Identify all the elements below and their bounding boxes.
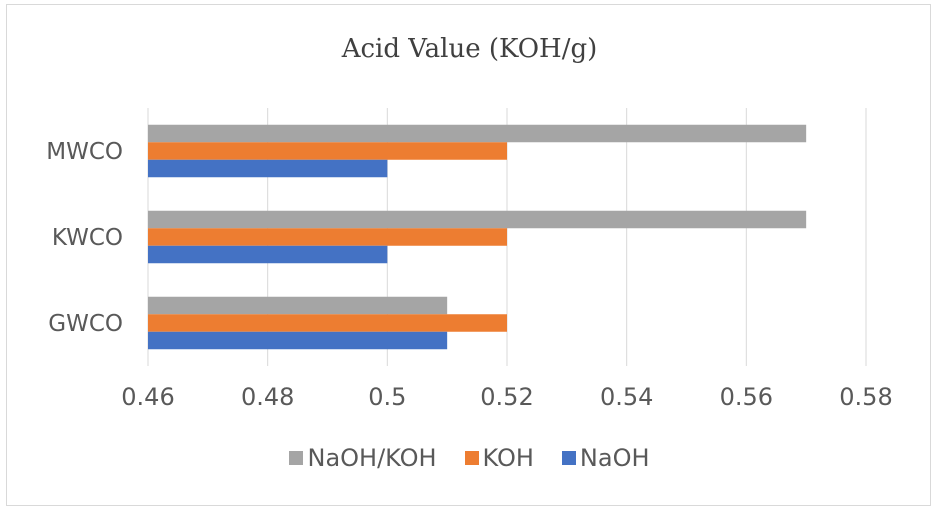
bar-gwco-koh xyxy=(148,314,507,332)
legend-label: NaOH xyxy=(579,444,650,472)
chart-title: Acid Value (KOH/g) xyxy=(341,34,598,64)
legend-item: KOH xyxy=(464,444,534,472)
legend-label: KOH xyxy=(482,444,534,472)
x-tick-label: 0.56 xyxy=(720,383,773,411)
legend-item: NaOH/KOH xyxy=(289,444,437,472)
x-tick-label: 0.58 xyxy=(839,383,892,411)
x-tick-labels: 0.46 0.48 0.5 0.52 0.54 0.56 0.58 xyxy=(121,383,892,411)
bar-mwco-koh xyxy=(148,142,507,160)
category-label: MWCO xyxy=(46,139,123,165)
legend-item: NaOH xyxy=(561,444,650,472)
x-tick-label: 0.48 xyxy=(241,383,294,411)
legend: NaOH/KOH KOH NaOH xyxy=(0,444,939,472)
bar-gwco-naoh xyxy=(148,331,448,350)
x-tick-label: 0.54 xyxy=(600,383,653,411)
bar-gwco-naoh-koh xyxy=(148,296,448,315)
legend-swatch xyxy=(561,451,576,465)
category-label: GWCO xyxy=(48,311,123,337)
category-labels: GWCO KWCO MWCO xyxy=(46,139,123,337)
x-tick-label: 0.52 xyxy=(480,383,533,411)
legend-swatch xyxy=(289,451,304,465)
bar-kwco-naoh xyxy=(148,245,388,264)
x-tick-label: 0.5 xyxy=(368,383,406,411)
category-label: KWCO xyxy=(52,225,123,251)
legend-label: NaOH/KOH xyxy=(307,444,437,472)
x-tick-label: 0.46 xyxy=(121,383,174,411)
bar-mwco-naoh xyxy=(148,159,388,178)
bar-kwco-koh xyxy=(148,228,507,246)
bar-kwco-naoh-koh xyxy=(148,210,807,229)
legend-swatch xyxy=(464,451,479,465)
bar-mwco-naoh-koh xyxy=(148,124,807,143)
bars xyxy=(148,124,807,350)
